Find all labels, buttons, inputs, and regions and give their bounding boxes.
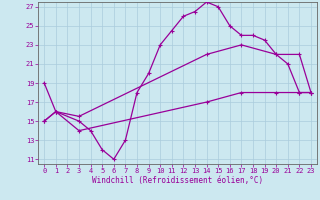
X-axis label: Windchill (Refroidissement éolien,°C): Windchill (Refroidissement éolien,°C) — [92, 176, 263, 185]
